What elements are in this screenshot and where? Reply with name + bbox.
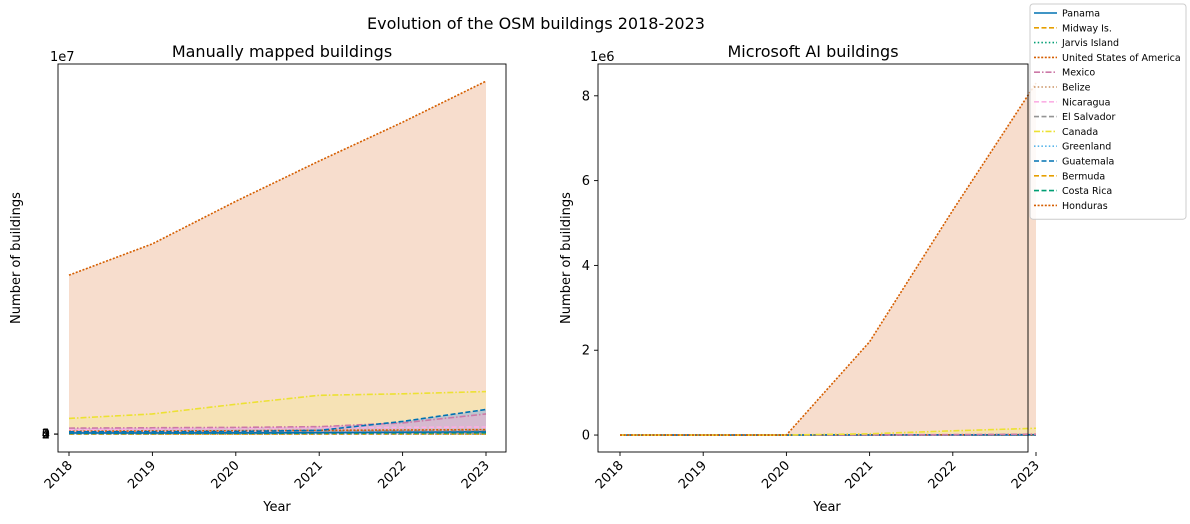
legend-label-panama: Panama: [1062, 9, 1100, 20]
x-tick-label: 2022: [926, 458, 960, 492]
x-tick-label: 2020: [209, 458, 243, 492]
legend-label-canada: Canada: [1062, 127, 1098, 138]
legend: Panama Midway Is. Jarvis Island United Stat…: [1029, 3, 1187, 220]
y-tick-label: 3: [42, 428, 50, 443]
legend-label-el-salvador: El Salvador: [1062, 112, 1115, 123]
legend-label-jarvis-island: Jarvis Island: [1061, 38, 1119, 49]
legend-label-costa-rica: Costa Rica: [1062, 186, 1112, 197]
y-tick-label: 1: [42, 428, 50, 443]
line-united-states-of-america: [68, 80, 487, 276]
y-tick-label: 4: [582, 259, 590, 274]
y-tick-label: 0: [582, 429, 590, 444]
legend-label-united-states-of-america: United States of America: [1062, 53, 1181, 64]
legend-label-honduras: Honduras: [1062, 201, 1108, 212]
x-tick-label: 2019: [125, 458, 159, 492]
x-tick-label: 2021: [292, 458, 326, 492]
legend-label-greenland: Greenland: [1062, 142, 1111, 153]
x-tick-label: 2022: [375, 458, 409, 492]
area-united-states-of-america: [69, 81, 486, 435]
x-tick-label: 2023: [459, 458, 493, 492]
legend-label-guatemala: Guatemala: [1062, 157, 1114, 168]
area-fills: [69, 81, 486, 435]
legend-label-bermuda: Bermuda: [1062, 171, 1105, 182]
y-tick-label: 2: [582, 344, 590, 359]
area-canada: [620, 428, 1036, 436]
x-tick-label: 2020: [759, 458, 793, 492]
line-canada: [68, 390, 487, 420]
panel-title: Manually mapped buildings: [172, 42, 392, 61]
panel-microsoft-ai: 0 2 4 6 8 2018 2019 2020 2021 2022 2023 1e6 Microsof…: [559, 42, 1043, 515]
y-axis-label: Number of buildings: [559, 192, 574, 324]
line-guatemala: [68, 408, 487, 433]
y-tick-label: 4: [42, 428, 50, 443]
area-fills: [620, 83, 1036, 436]
y-tick-label: 6: [582, 174, 590, 189]
legend-label-belize: Belize: [1062, 83, 1091, 94]
x-tick-label: 2018: [593, 458, 627, 492]
series-lines: [68, 80, 487, 435]
legend-label-nicaragua: Nicaragua: [1062, 97, 1110, 108]
x-tick-label: 2018: [42, 458, 76, 492]
line-mexico: [68, 413, 487, 429]
y-tick-label: 2: [42, 428, 50, 443]
axes-frame: [597, 63, 1029, 453]
area-united-states-of-america: [620, 83, 1036, 436]
legend-label-mexico: Mexico: [1062, 68, 1095, 79]
x-axis-label: Year: [812, 500, 841, 515]
y-tick-label: 0: [42, 428, 50, 443]
x-axis-label: Year: [262, 500, 291, 515]
line-nicaragua: [68, 426, 487, 431]
axes-frame: [57, 63, 507, 453]
y-exponent-label: 1e7: [50, 50, 75, 65]
figure-title: Evolution of the OSM buildings 2018-2023: [367, 14, 705, 33]
legend-box: [1029, 3, 1187, 220]
x-tick-label: 2019: [676, 458, 710, 492]
series-lines: [620, 82, 1037, 436]
legend-label-midway-is: Midway Is.: [1062, 23, 1112, 34]
line-united-states-of-america: [620, 82, 1037, 436]
line-panama: [68, 431, 487, 434]
y-axis-label: Number of buildings: [9, 192, 24, 324]
area-mexico: [69, 413, 486, 435]
x-tick-label: 2021: [842, 458, 876, 492]
x-tick-label: 2023: [1009, 458, 1043, 492]
panel-title: Microsoft AI buildings: [727, 42, 898, 61]
y-exponent-label: 1e6: [590, 50, 615, 65]
y-tick-label: 8: [582, 89, 590, 104]
